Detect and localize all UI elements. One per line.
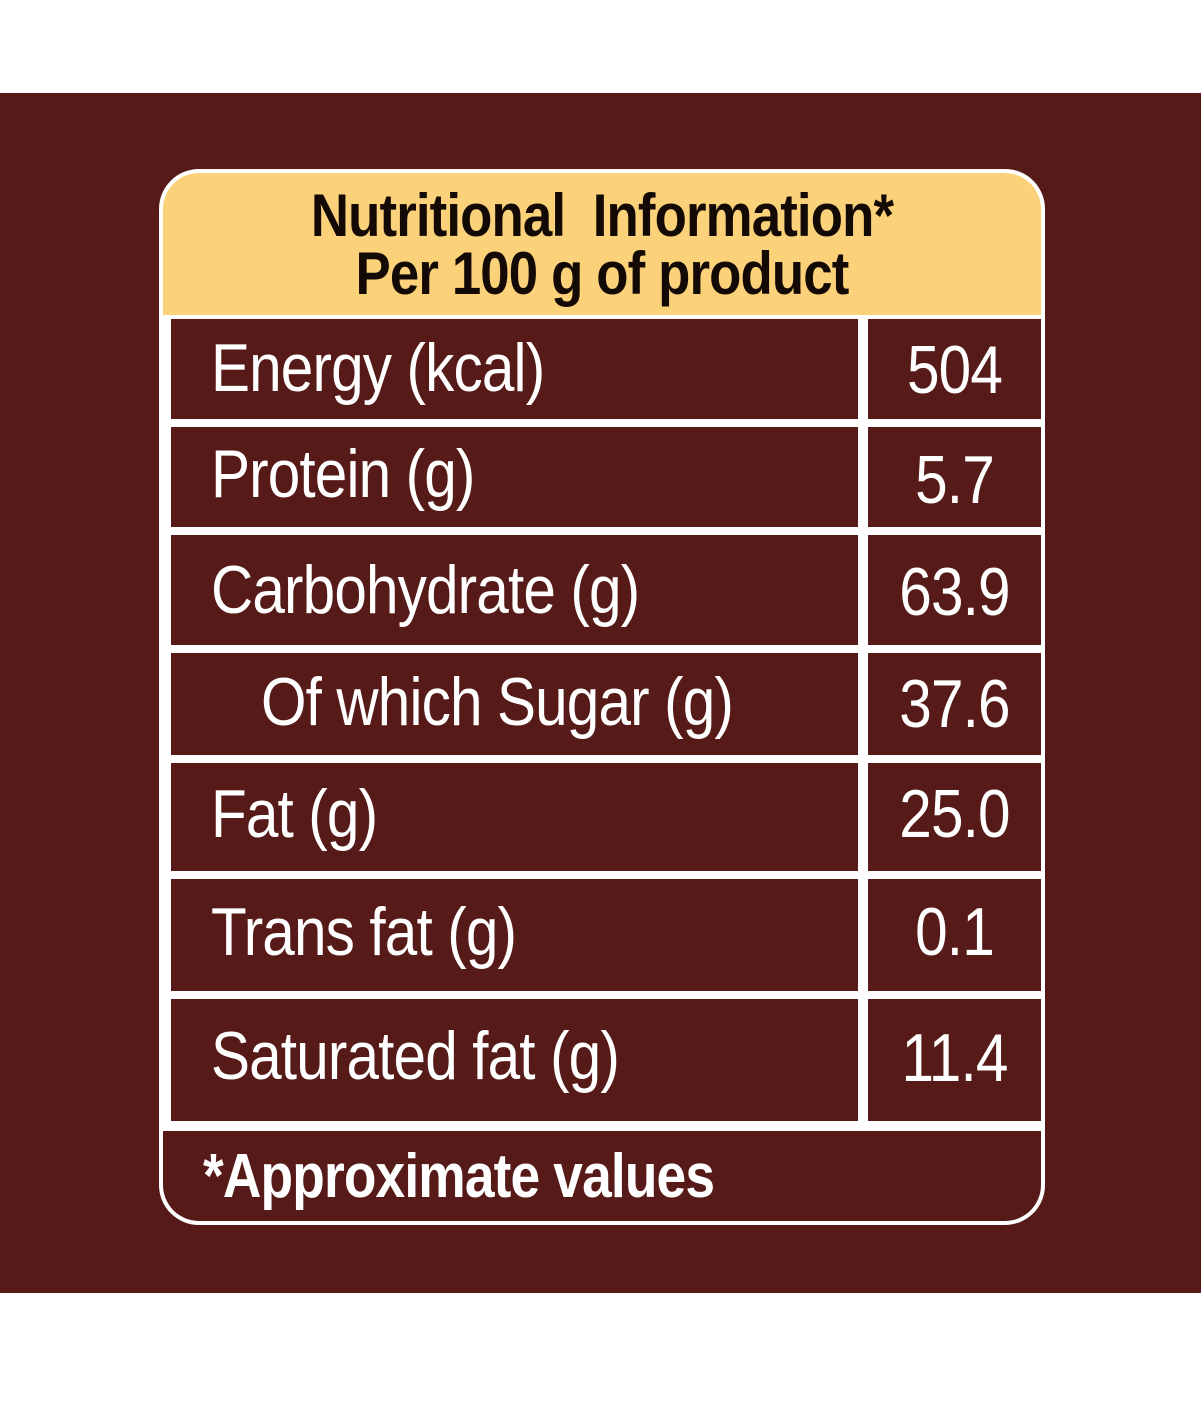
row-value-cell: 25.0: [868, 763, 1041, 871]
table-header: Nutritional Information* Per 100 g of pr…: [163, 173, 1041, 315]
row-label: Of which Sugar (g): [261, 664, 734, 740]
row-label: Energy (kcal): [211, 330, 545, 406]
row-label-cell: Trans fat (g): [171, 879, 858, 991]
table-row: Trans fat (g) 0.1: [171, 879, 1041, 991]
table-row: Saturated fat (g) 11.4: [171, 999, 1041, 1121]
row-value-cell: 504: [868, 319, 1041, 419]
footnote: *Approximate values: [203, 1142, 715, 1211]
table-footer: *Approximate values: [163, 1131, 1041, 1221]
row-label: Fat (g): [211, 776, 378, 852]
row-label-cell: Fat (g): [171, 763, 858, 871]
row-value-cell: 63.9: [868, 535, 1041, 645]
row-label-cell: Of which Sugar (g): [171, 653, 858, 755]
nutrition-table: Nutritional Information* Per 100 g of pr…: [159, 169, 1045, 1225]
row-label-cell: Carbohydrate (g): [171, 535, 858, 645]
row-value: 63.9: [899, 554, 1010, 630]
table-row: Fat (g) 25.0: [171, 763, 1041, 871]
row-label: Carbohydrate (g): [211, 552, 640, 628]
row-value: 504: [906, 332, 1003, 408]
table-subtitle: Per 100 g of product: [355, 240, 850, 307]
row-value: 37.6: [899, 666, 1010, 742]
row-value: 0.1: [915, 894, 995, 970]
row-label: Saturated fat (g): [211, 1018, 620, 1094]
row-label-cell: Energy (kcal): [171, 319, 858, 419]
row-value-cell: 37.6: [868, 653, 1041, 755]
row-label: Protein (g): [211, 436, 475, 512]
row-label: Trans fat (g): [211, 894, 517, 970]
row-value-cell: 0.1: [868, 879, 1041, 991]
table-row: Protein (g) 5.7: [171, 427, 1041, 527]
row-value: 11.4: [901, 1020, 1008, 1096]
row-value-cell: 11.4: [868, 999, 1041, 1121]
row-value: 25.0: [899, 776, 1010, 852]
table-title: Nutritional Information*: [310, 182, 894, 249]
table-row: Energy (kcal) 504: [171, 319, 1041, 419]
row-value-cell: 5.7: [868, 427, 1041, 527]
table-row: Of which Sugar (g) 37.6: [171, 653, 1041, 755]
row-label-cell: Saturated fat (g): [171, 999, 858, 1121]
row-value: 5.7: [915, 442, 995, 518]
table-row: Carbohydrate (g) 63.9: [171, 535, 1041, 645]
row-label-cell: Protein (g): [171, 427, 858, 527]
